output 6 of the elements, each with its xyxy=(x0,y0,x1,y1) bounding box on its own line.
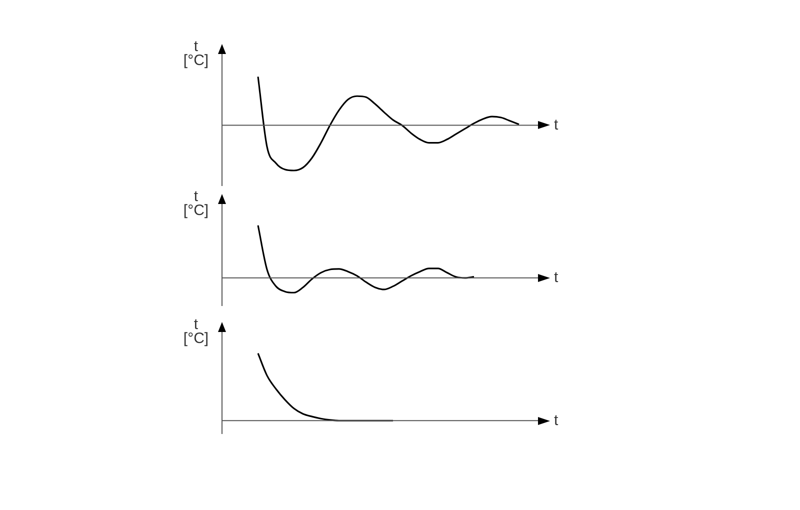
x-axis-title: t xyxy=(554,412,559,429)
y-axis-title: t [°C] xyxy=(183,316,209,348)
x-axis-title: t xyxy=(554,269,559,286)
y-axis-title: t [°C] xyxy=(183,38,209,70)
x-axis-title: t xyxy=(554,116,559,134)
y-axis-title: t [°C] xyxy=(183,188,209,220)
